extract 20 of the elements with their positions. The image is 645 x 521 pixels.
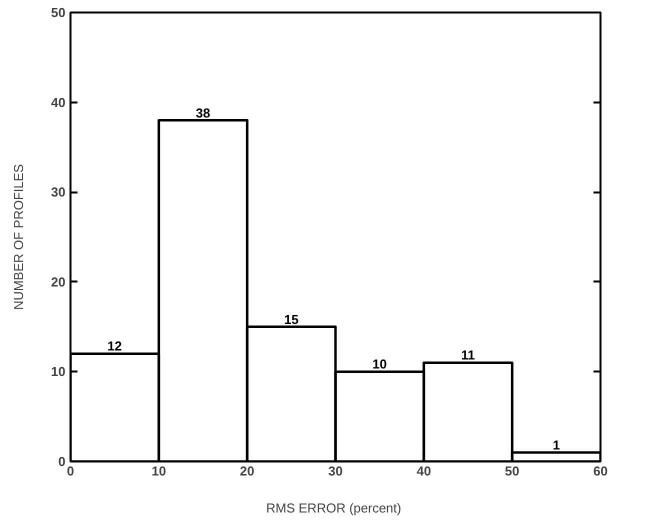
y-tick-label: 10 bbox=[51, 364, 66, 380]
y-tick-label: 20 bbox=[51, 274, 66, 290]
y-tick-label: 40 bbox=[51, 94, 66, 110]
x-tick-label: 60 bbox=[593, 464, 608, 478]
data-label: 1 bbox=[552, 438, 560, 453]
x-tick-label: 50 bbox=[504, 464, 520, 478]
data-label: 12 bbox=[107, 338, 122, 354]
x-tick-label: 20 bbox=[240, 464, 254, 478]
data-label: 15 bbox=[284, 312, 299, 327]
data-label: 11 bbox=[461, 348, 475, 363]
y-tick-label: 50 bbox=[51, 5, 66, 20]
x-tick-label: 30 bbox=[328, 464, 343, 478]
x-tick-label: 40 bbox=[416, 464, 432, 478]
data-label: 38 bbox=[196, 105, 210, 120]
y-tick-label: 30 bbox=[51, 184, 66, 200]
y-axis-title: NUMBER OF PROFILES bbox=[11, 164, 26, 310]
y-tick-label: 0 bbox=[58, 454, 66, 469]
data-label: 10 bbox=[372, 356, 387, 372]
x-tick-label: 10 bbox=[152, 464, 166, 478]
x-axis-title: RMS ERROR (percent) bbox=[266, 500, 402, 516]
